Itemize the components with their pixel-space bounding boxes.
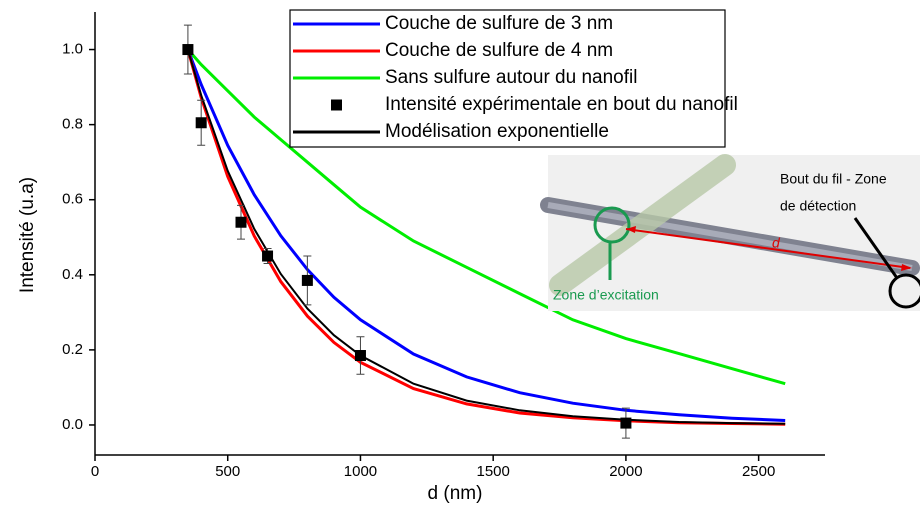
data-point [354,350,366,362]
detection-circle [888,273,920,309]
line [186,48,786,422]
y-axis-label: Intensité (u.a) [17,177,38,293]
inset-label: de détection [780,198,856,214]
data-point [620,417,632,429]
x-tick-label: 1000 [344,463,377,480]
arrow-head [901,264,912,271]
data-point [235,216,247,228]
y-tick-label: 0.4 [62,266,83,283]
data-point [195,117,207,129]
data-point [262,250,274,262]
arrow-head [626,226,636,233]
data-point [182,44,194,56]
legend-label: Sans sulfure autour du nanofil [385,67,637,88]
x-tick-label: 2000 [609,463,642,480]
excitation-wire [549,154,736,296]
excitation-circle [593,206,631,244]
legend-label: Couche de sulfure de 3 nm [385,13,613,34]
line [186,49,786,425]
legend-label: Couche de sulfure de 4 nm [385,40,613,61]
legend-label: Intensité expérimentale en bout du nanof… [385,94,738,115]
x-axis-label: d (nm) [428,483,483,504]
x-tick-label: 500 [215,463,240,480]
y-tick-label: 0.0 [62,416,83,433]
y-tick-label: 0.2 [62,341,83,358]
y-tick-label: 0.6 [62,191,83,208]
distance-label: d [772,235,781,251]
legend-label: Modélisation exponentielle [385,121,609,142]
x-tick-label: 2500 [742,463,775,480]
y-tick-label: 0.8 [62,116,83,133]
legend-symbol [331,99,342,111]
distance-arrow [625,228,911,269]
x-tick-label: 1500 [476,463,509,480]
inset-illustration: Bout du fil - Zone de détection d Zone d… [540,154,920,311]
inset-label: Bout du fil - Zone [780,171,887,187]
nanowire-highlight [547,202,913,271]
inset-label: Zone d’excitation [553,287,659,303]
line [186,48,786,386]
detection-pointer [853,217,899,279]
data-point [301,274,313,286]
y-tick-label: 1.0 [62,41,83,58]
x-tick-label: 0 [91,463,99,480]
